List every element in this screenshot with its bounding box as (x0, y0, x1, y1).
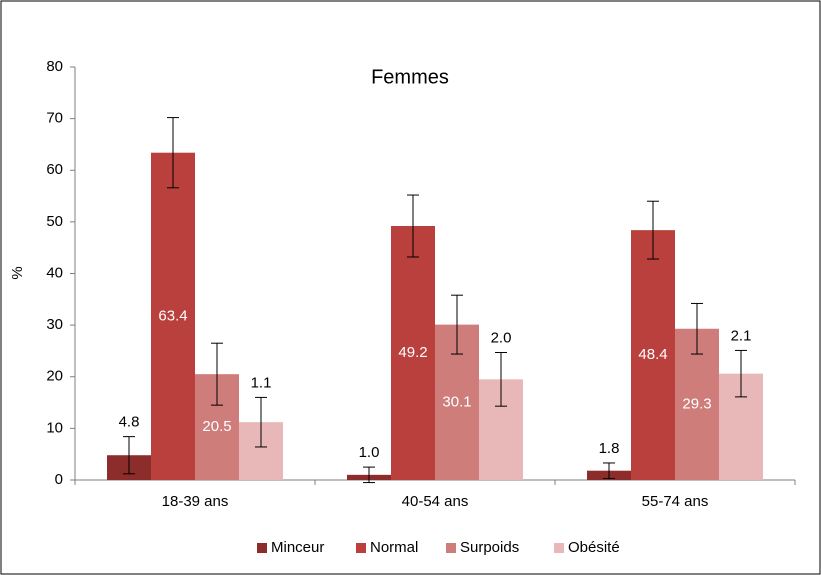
bar (151, 152, 195, 480)
error-bar (123, 436, 135, 475)
legend-label: Obésité (568, 539, 620, 556)
chart-title: Femmes (371, 66, 449, 88)
bar (631, 230, 675, 480)
error-bar (495, 351, 507, 407)
y-tick-label: 40 (46, 264, 63, 281)
legend-swatch (446, 543, 456, 553)
y-tick-label: 60 (46, 161, 63, 178)
error-bar (603, 462, 615, 479)
data-label: 29.3 (682, 395, 711, 412)
legend-swatch (356, 543, 366, 553)
x-tick-label: 55-74 ans (642, 493, 709, 510)
data-label: 1.8 (599, 440, 620, 457)
legend-label: Normal (370, 539, 418, 556)
y-tick-label: 0 (55, 471, 63, 488)
error-bar (735, 349, 747, 398)
data-label: 1.0 (359, 444, 380, 461)
data-label: 49.2 (398, 344, 427, 361)
y-tick-label: 50 (46, 213, 63, 230)
legend-label: Surpoids (460, 539, 519, 556)
y-tick-label: 30 (46, 316, 63, 333)
legend-swatch (554, 543, 564, 553)
data-label: 20.5 (202, 418, 231, 435)
data-label: 48.4 (638, 346, 667, 363)
error-bar (451, 294, 463, 355)
data-label: 30.1 (442, 393, 471, 410)
y-tick-label: 20 (46, 368, 63, 385)
data-label: 4.8 (119, 414, 140, 431)
data-label: 63.4 (158, 307, 187, 324)
data-label: 1.1 (251, 374, 272, 391)
data-label: 2.0 (491, 329, 512, 346)
error-bar (691, 302, 703, 355)
error-bar (255, 396, 267, 448)
bar (391, 226, 435, 480)
error-bar (407, 194, 419, 258)
error-bar (647, 200, 659, 260)
legend-label: Minceur (271, 539, 324, 556)
y-tick-label: 70 (46, 110, 63, 127)
error-bar (211, 342, 223, 406)
y-tick-label: 80 (46, 58, 63, 75)
error-bar (363, 466, 375, 484)
x-tick-label: 18-39 ans (162, 493, 229, 510)
error-bar (167, 117, 179, 189)
y-axis-label: % (9, 266, 26, 279)
x-tick-label: 40-54 ans (402, 493, 469, 510)
y-tick-label: 10 (46, 419, 63, 436)
legend-swatch (257, 543, 267, 553)
data-label: 2.1 (731, 327, 752, 344)
